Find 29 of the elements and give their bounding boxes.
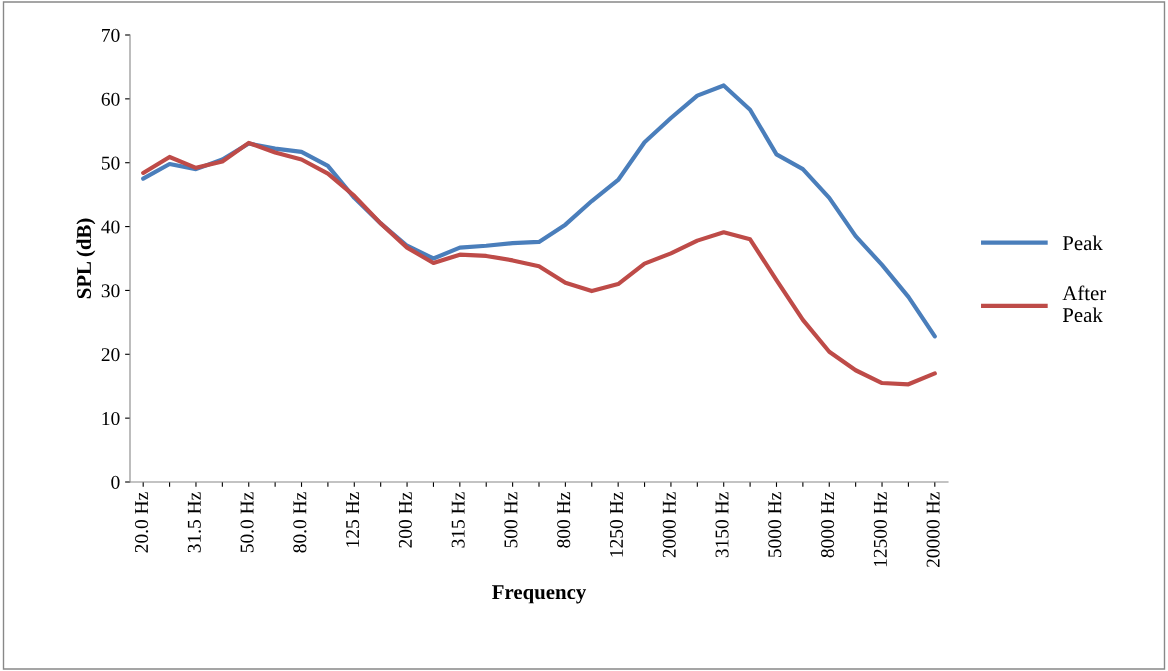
x-tick-label: 20.0 Hz	[134, 492, 149, 553]
x-tick-label: 125 Hz	[346, 492, 360, 547]
x-tick-label: 12500 Hz	[873, 492, 887, 567]
y-tick-label: 50	[101, 156, 120, 170]
legend-label: After Peak	[1062, 285, 1107, 323]
y-axis-title: SPL (dB)	[76, 218, 96, 299]
x-tick-label: 315 Hz	[451, 492, 465, 548]
x-tick-label: 80.0 Hz	[293, 492, 307, 553]
x-tick-label: 800 Hz	[557, 492, 571, 548]
x-tick-label: 31.5 Hz	[187, 492, 201, 553]
y-tick-label: 40	[101, 220, 120, 234]
x-tick-label: 5000 Hz	[768, 492, 782, 558]
y-tick-label: 70	[102, 28, 120, 42]
line-series	[141, 140, 937, 387]
x-tick-label: 200 Hz	[398, 492, 412, 548]
y-tick-label: 0	[111, 475, 120, 489]
x-tick-label: 1250 Hz	[609, 492, 624, 557]
y-tick-label: 10	[102, 411, 120, 426]
x-tick-label: 2000 Hz	[662, 492, 676, 558]
x-tick-label: 8000 Hz	[821, 492, 835, 558]
legend-label: Peak	[1062, 235, 1103, 251]
x-tick-label: 50.0 Hz	[240, 492, 254, 553]
y-tick-label: 30	[101, 284, 120, 298]
x-tick-label: 20000 Hz	[926, 492, 940, 568]
x-tick-label: 500 Hz	[504, 492, 518, 548]
x-tick-label: 3150 Hz	[715, 492, 729, 558]
y-tick-label: 20	[101, 348, 120, 362]
x-axis-title: Frequency	[492, 585, 587, 604]
y-tick-label: 60	[101, 92, 120, 106]
